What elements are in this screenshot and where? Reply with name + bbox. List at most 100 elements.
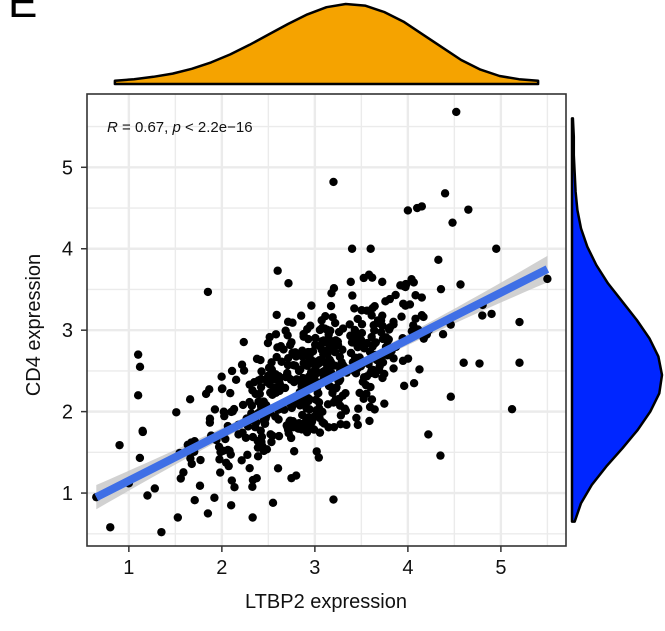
data-point xyxy=(287,338,296,347)
data-point xyxy=(374,365,384,374)
data-point xyxy=(257,439,266,448)
regression-line xyxy=(94,265,550,501)
data-point xyxy=(362,338,372,348)
data-point xyxy=(329,398,338,407)
data-point xyxy=(289,377,299,387)
data-point xyxy=(487,309,496,319)
data-point xyxy=(321,311,330,321)
data-point xyxy=(515,358,524,367)
data-point xyxy=(320,366,329,376)
data-point xyxy=(218,384,227,393)
data-point xyxy=(329,284,339,293)
data-point xyxy=(403,354,413,363)
data-point xyxy=(366,382,375,392)
data-point xyxy=(419,312,428,322)
data-point xyxy=(350,304,359,313)
data-point xyxy=(157,527,166,537)
data-point xyxy=(341,388,350,398)
x-axis-ticks: 1 2 3 4 5 xyxy=(123,546,506,579)
data-point xyxy=(367,332,376,342)
data-point xyxy=(353,314,362,324)
data-point xyxy=(367,273,377,282)
data-point xyxy=(291,350,301,360)
data-point xyxy=(285,416,295,425)
data-point xyxy=(478,311,487,320)
data-point xyxy=(338,324,348,333)
data-point xyxy=(226,388,235,398)
data-point xyxy=(315,428,325,437)
data-point xyxy=(353,420,363,430)
data-point xyxy=(243,450,252,460)
data-point xyxy=(245,463,254,473)
plot-panel-border xyxy=(86,93,567,547)
r-value: = 0.67, xyxy=(118,119,173,136)
data-point xyxy=(434,255,443,265)
data-point xyxy=(267,437,276,447)
data-point xyxy=(210,493,219,502)
data-point xyxy=(475,359,484,368)
data-point xyxy=(436,451,445,460)
data-point xyxy=(311,395,321,405)
y-density-curve xyxy=(570,117,664,523)
data-point xyxy=(401,282,410,292)
data-point xyxy=(459,358,468,367)
data-point xyxy=(283,368,292,378)
data-point xyxy=(317,345,326,354)
data-point xyxy=(259,446,269,456)
data-point xyxy=(391,290,400,300)
data-point xyxy=(248,482,257,491)
data-point xyxy=(272,352,281,362)
data-point xyxy=(135,453,145,463)
x-density-plot xyxy=(113,2,540,86)
data-point xyxy=(411,314,420,323)
x-tick-label: 2 xyxy=(216,557,227,579)
data-point xyxy=(248,513,257,522)
data-point xyxy=(217,372,226,381)
data-point xyxy=(357,306,366,315)
data-point xyxy=(378,277,387,287)
data-point xyxy=(135,362,145,372)
data-point xyxy=(302,428,312,437)
data-point xyxy=(354,404,363,413)
data-point xyxy=(253,452,263,461)
data-point xyxy=(380,399,389,408)
data-point xyxy=(237,456,246,465)
data-point xyxy=(336,419,345,429)
data-point xyxy=(252,354,262,364)
data-point xyxy=(215,455,224,464)
data-point xyxy=(195,481,205,490)
data-point xyxy=(366,244,375,253)
data-point xyxy=(133,350,143,359)
data-point xyxy=(250,422,260,432)
data-point xyxy=(367,311,376,320)
regression-line-group xyxy=(94,265,550,501)
data-point xyxy=(397,312,406,321)
data-point xyxy=(185,395,195,404)
y-tick-label: 3 xyxy=(62,320,73,342)
data-point xyxy=(318,418,327,427)
data-point xyxy=(231,375,241,385)
data-point xyxy=(256,382,266,392)
data-point xyxy=(275,386,284,396)
data-point xyxy=(210,405,220,414)
data-point xyxy=(138,426,147,436)
data-point xyxy=(355,388,364,398)
data-point xyxy=(389,320,398,329)
data-point xyxy=(268,390,277,399)
data-point xyxy=(272,310,281,320)
data-point xyxy=(289,360,298,370)
data-point xyxy=(417,202,427,211)
data-point xyxy=(318,336,327,346)
data-point xyxy=(311,333,320,343)
data-point xyxy=(348,291,357,300)
data-point xyxy=(203,287,213,297)
data-point xyxy=(492,244,501,253)
data-point xyxy=(286,433,296,443)
data-point xyxy=(273,343,282,352)
data-point xyxy=(328,313,337,322)
data-point xyxy=(438,330,448,339)
data-point xyxy=(287,473,296,483)
data-point xyxy=(284,279,293,288)
data-point xyxy=(407,275,416,284)
